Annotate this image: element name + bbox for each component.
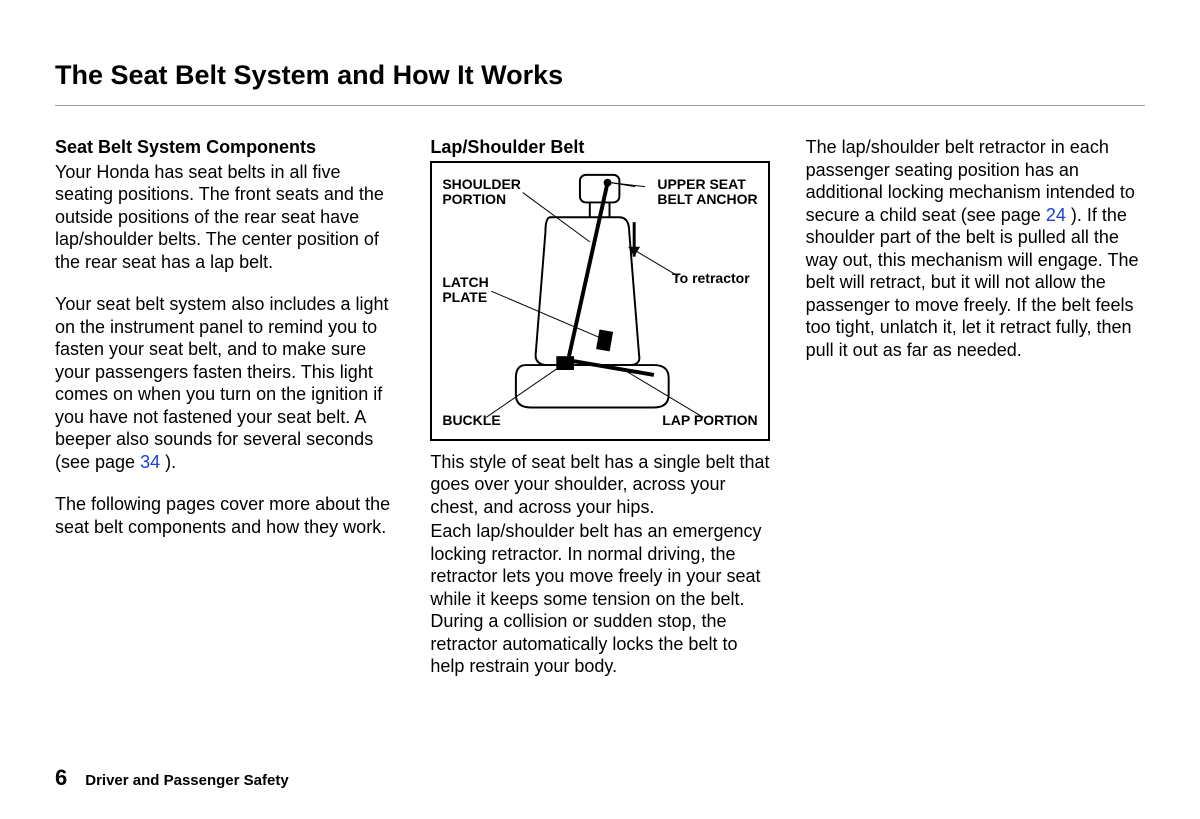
horizontal-rule xyxy=(55,105,1145,106)
col3-p1-text-b: ). If the shoulder part of the belt is p… xyxy=(806,205,1139,360)
column-3: The lap/shoulder belt retractor in each … xyxy=(806,136,1145,698)
col2-para-2: Each lap/shoulder belt has an emergency … xyxy=(430,520,769,678)
col1-para-2: Your seat belt system also includes a li… xyxy=(55,293,394,473)
seat-illustration-icon xyxy=(432,163,767,439)
col1-p2-text-a: Your seat belt system also includes a li… xyxy=(55,294,389,472)
page-footer: 6 Driver and Passenger Safety xyxy=(55,765,289,791)
seatbelt-diagram: SHOULDER PORTION UPPER SEAT BELT ANCHOR … xyxy=(430,161,769,441)
page-ref-34-link[interactable]: 34 xyxy=(140,452,160,472)
column-1: Seat Belt System Components Your Honda h… xyxy=(55,136,394,698)
col2-para-1: This style of seat belt has a single bel… xyxy=(430,451,769,519)
col3-para-1: The lap/shoulder belt retractor in each … xyxy=(806,136,1145,361)
col2-subhead: Lap/Shoulder Belt xyxy=(430,136,769,159)
content-columns: Seat Belt System Components Your Honda h… xyxy=(55,136,1145,698)
page-ref-24-link[interactable]: 24 xyxy=(1046,205,1066,225)
page-title: The Seat Belt System and How It Works xyxy=(55,60,1145,91)
footer-section-title: Driver and Passenger Safety xyxy=(85,772,288,789)
col1-para-1: Your Honda has seat belts in all five se… xyxy=(55,161,394,274)
column-2: Lap/Shoulder Belt SHOULDER PORTION UPPER… xyxy=(430,136,769,698)
page-number: 6 xyxy=(55,765,67,791)
col1-para-3: The following pages cover more about the… xyxy=(55,493,394,538)
col1-subhead: Seat Belt System Components xyxy=(55,136,394,159)
col1-p2-text-b: ). xyxy=(160,452,176,472)
